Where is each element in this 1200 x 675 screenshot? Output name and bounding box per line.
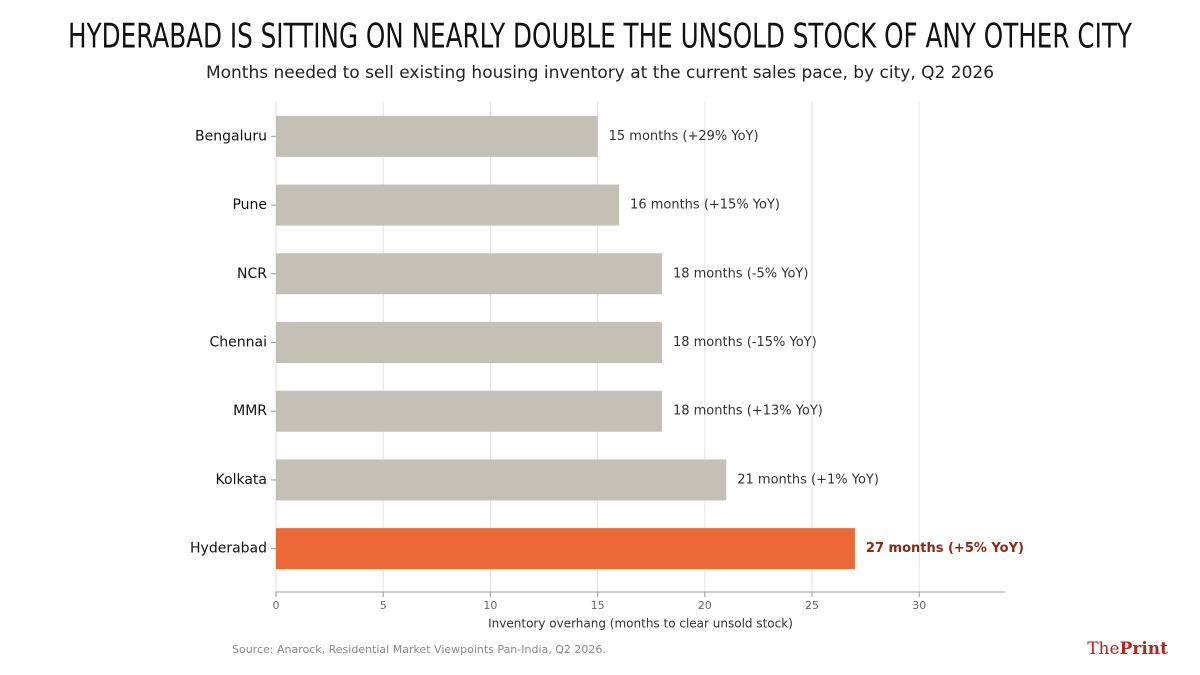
bar [276, 528, 855, 570]
x-tick-label: 30 [912, 599, 926, 612]
y-tick-label: Pune [232, 197, 267, 213]
x-tick-label: 20 [698, 599, 712, 612]
value-label: 27 months (+5% YoY) [866, 541, 1024, 556]
value-label: 18 months (-15% YoY) [673, 335, 817, 350]
x-tick-label: 15 [591, 599, 605, 612]
x-tick-label: 0 [273, 599, 280, 612]
value-label: 15 months (+29% YoY) [609, 129, 759, 144]
y-tick-label: Bengaluru [195, 128, 267, 144]
x-tick-label: 10 [483, 599, 497, 612]
bar [276, 390, 662, 432]
chart-subtitle: Months needed to sell existing housing i… [206, 63, 994, 83]
brand-the: The [1087, 639, 1119, 659]
x-axis-label: Inventory overhang (months to clear unso… [488, 617, 793, 631]
value-label: 18 months (-5% YoY) [673, 266, 808, 281]
value-label: 16 months (+15% YoY) [630, 198, 780, 213]
source-note: Source: Anarock, Residential Market View… [232, 643, 606, 656]
y-tick-label: MMR [233, 403, 267, 419]
y-tick-label: Chennai [210, 335, 267, 351]
bar [276, 322, 662, 363]
x-tick-label: 5 [380, 599, 387, 612]
brand-print: Print [1120, 639, 1169, 659]
y-tick-label: Kolkata [216, 472, 267, 488]
chart-title: HYDERABAD IS SITTING ON NEARLY DOUBLE TH… [68, 17, 1132, 57]
bar [276, 459, 727, 501]
bar [276, 184, 620, 226]
bar [276, 253, 662, 295]
x-tick-label: 25 [805, 599, 819, 612]
value-label: 21 months (+1% YoY) [737, 472, 879, 487]
y-tick-label: NCR [237, 266, 267, 282]
value-label: 18 months (+13% YoY) [673, 404, 823, 419]
brand-logo: ThePrint [1087, 639, 1168, 659]
bar [276, 115, 598, 157]
y-tick-label: Hyderabad [190, 541, 267, 557]
